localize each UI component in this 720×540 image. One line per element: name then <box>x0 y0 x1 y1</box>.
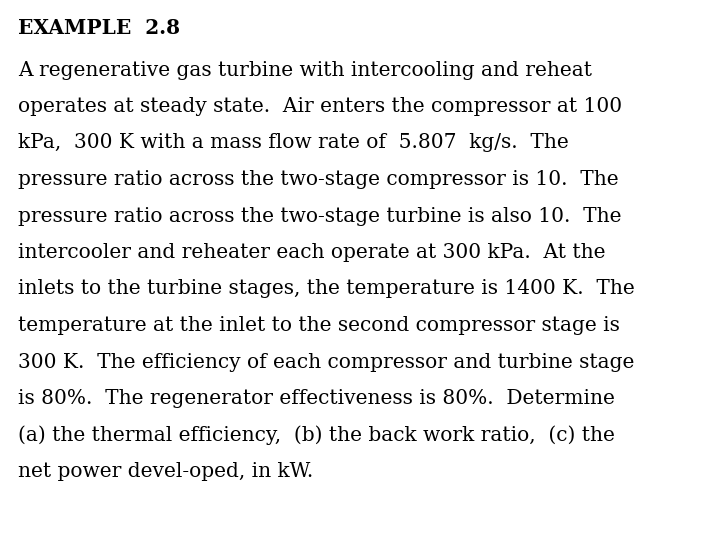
Text: (a) the thermal efficiency,  (b) the back work ratio,  (c) the: (a) the thermal efficiency, (b) the back… <box>18 426 615 445</box>
Text: net power devel-oped, in kW.: net power devel-oped, in kW. <box>18 462 313 481</box>
Text: kPa,  300 K with a mass flow rate of  5.807  kg/s.  The: kPa, 300 K with a mass flow rate of 5.80… <box>18 133 569 152</box>
Text: pressure ratio across the two-stage compressor is 10.  The: pressure ratio across the two-stage comp… <box>18 170 618 189</box>
Text: is 80%.  The regenerator effectiveness is 80%.  Determine: is 80%. The regenerator effectiveness is… <box>18 389 615 408</box>
Text: EXAMPLE  2.8: EXAMPLE 2.8 <box>18 18 180 38</box>
Text: temperature at the inlet to the second compressor stage is: temperature at the inlet to the second c… <box>18 316 620 335</box>
Text: operates at steady state.  Air enters the compressor at 100: operates at steady state. Air enters the… <box>18 97 622 116</box>
Text: intercooler and reheater each operate at 300 kPa.  At the: intercooler and reheater each operate at… <box>18 243 606 262</box>
Text: inlets to the turbine stages, the temperature is 1400 K.  The: inlets to the turbine stages, the temper… <box>18 280 635 299</box>
Text: 300 K.  The efficiency of each compressor and turbine stage: 300 K. The efficiency of each compressor… <box>18 353 634 372</box>
Text: pressure ratio across the two-stage turbine is also 10.  The: pressure ratio across the two-stage turb… <box>18 206 621 226</box>
Text: A regenerative gas turbine with intercooling and reheat: A regenerative gas turbine with intercoo… <box>18 60 592 79</box>
